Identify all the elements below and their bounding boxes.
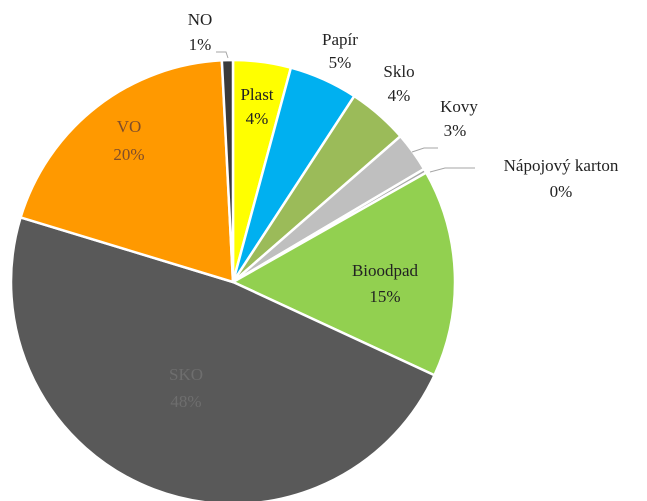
- pie-slice: [220, 58, 235, 283]
- pie-slice: [19, 58, 235, 284]
- slice-value-label: 1%: [189, 35, 212, 54]
- slice-value-label: 4%: [246, 109, 269, 128]
- slice-value-label: 0%: [550, 182, 573, 201]
- slice-label: VO: [117, 117, 142, 136]
- slice-label: Kovy: [440, 97, 478, 116]
- leader-line: [216, 51, 229, 59]
- slice-label: Bioodpad: [352, 261, 419, 280]
- slice-value-label: 20%: [113, 145, 144, 164]
- leader-line: [411, 147, 438, 153]
- slice-label: Sklo: [383, 62, 414, 81]
- leader-line: [429, 167, 475, 173]
- slice-label: Plast: [240, 85, 273, 104]
- slice-value-label: 3%: [444, 121, 467, 140]
- slice-label: SKO: [169, 365, 203, 384]
- pie-slice: [230, 170, 457, 377]
- slice-label: NO: [188, 10, 213, 29]
- slice-label: Papír: [322, 30, 358, 49]
- slice-value-label: 48%: [170, 392, 201, 411]
- slice-value-label: 5%: [329, 53, 352, 72]
- slice-value-label: 4%: [388, 86, 411, 105]
- pie-slice: [9, 215, 437, 501]
- slice-label: Nápojový karton: [504, 156, 619, 175]
- slice-value-label: 15%: [369, 287, 400, 306]
